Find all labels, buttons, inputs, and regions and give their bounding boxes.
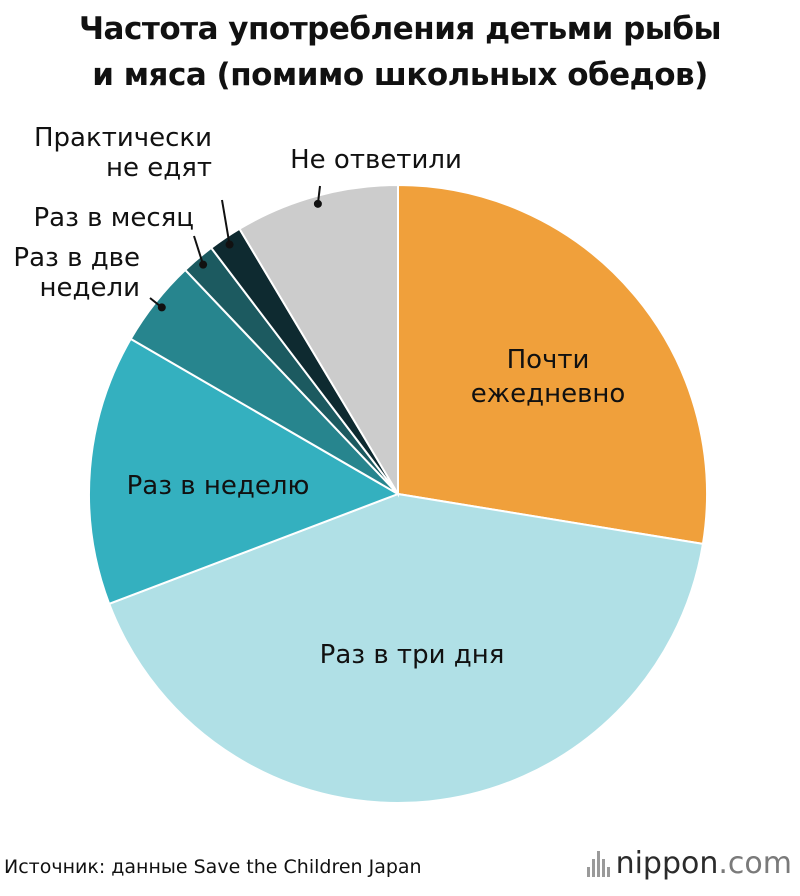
slice-label-2-line-0: Раз в неделю xyxy=(127,471,310,501)
slice-label-5-line-1: не едят xyxy=(106,153,212,183)
slice-labels: Почти ежедневно Раз в три дня Раз в неделю Р… xyxy=(13,123,625,670)
leader-dot-4 xyxy=(199,260,208,269)
leader-dot-3 xyxy=(157,303,166,312)
logo-bars-icon xyxy=(586,850,610,877)
slice-label-2: Раз в неделю xyxy=(127,471,310,501)
slice-label-4-line-0: Раз в месяц xyxy=(33,203,194,233)
nippon-logo[interactable]: nippon .com xyxy=(586,846,792,881)
chart-title-line-2: и мяса (помимо школьных обедов) xyxy=(92,57,708,93)
slice-label-0-line-0: Почти xyxy=(507,345,590,375)
logo-name: nippon xyxy=(615,846,719,881)
leader-line-4 xyxy=(193,235,205,265)
slice-label-1: Раз в три дня xyxy=(320,640,505,670)
leader-dot-5 xyxy=(225,240,234,249)
slice-label-5-line-0: Практически xyxy=(34,123,212,153)
leader-lines xyxy=(149,185,322,312)
chart-title-line-1: Частота употребления детьми рыбы xyxy=(79,11,722,47)
slice-label-5: Практически не едят xyxy=(34,123,212,183)
slice-label-3-line-1: недели xyxy=(40,273,140,303)
logo-domain: .com xyxy=(718,846,792,881)
leader-dot-6 xyxy=(313,199,322,208)
slice-label-4: Раз в месяц xyxy=(33,203,194,233)
slice-label-0-line-1: ежедневно xyxy=(471,379,626,409)
slice-label-3-line-0: Раз в две xyxy=(13,243,140,273)
slice-label-0: Почти ежедневно xyxy=(471,345,626,409)
pie-slice-0 xyxy=(397,183,708,546)
chart-title: Частота употребления детьми рыбы и мяса … xyxy=(0,6,800,98)
pie-slice-6 xyxy=(238,183,399,498)
slice-label-3: Раз в две недели xyxy=(13,243,140,303)
pie-slice-2 xyxy=(88,337,401,606)
slice-label-1-line-0: Раз в три дня xyxy=(320,640,505,670)
slice-label-6-line-0: Не ответили xyxy=(290,145,462,175)
slice-label-6: Не ответили xyxy=(290,145,462,175)
pie-slices xyxy=(88,183,708,804)
leader-line-5 xyxy=(221,199,231,245)
pie-slice-1 xyxy=(107,492,705,804)
source-note: Источник: данные Save the Children Japan xyxy=(4,856,422,878)
